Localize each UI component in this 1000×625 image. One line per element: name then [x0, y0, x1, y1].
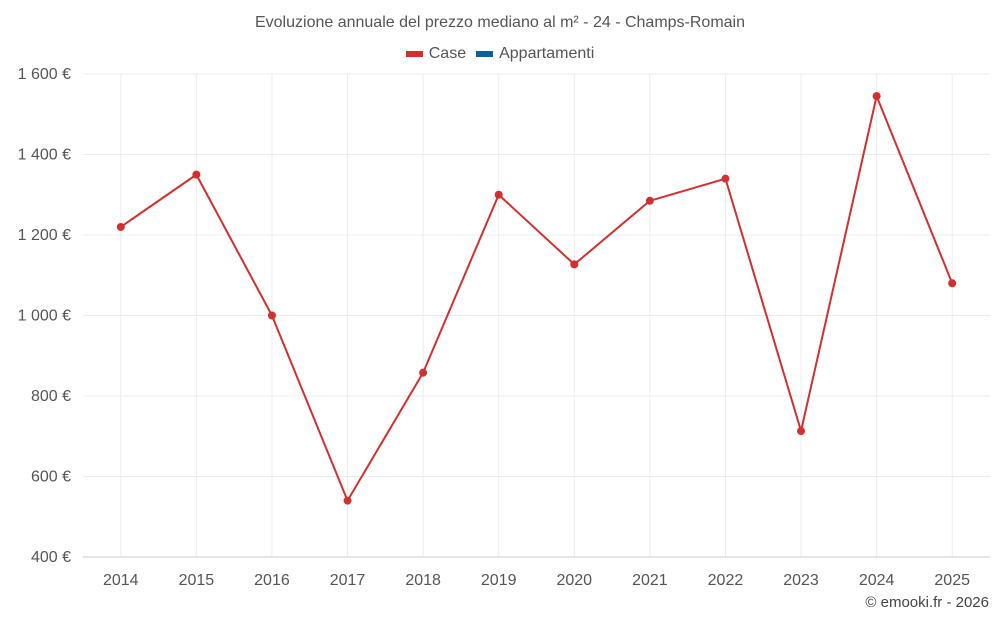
legend: Case Appartamenti: [0, 45, 1000, 63]
x-tick-label: 2024: [859, 572, 895, 589]
y-tick-label: 600 €: [31, 469, 71, 486]
legend-label-appartamenti: Appartamenti: [499, 45, 595, 62]
x-tick-label: 2022: [708, 572, 744, 589]
x-tick-label: 2023: [783, 572, 819, 589]
legend-swatch-appartamenti: [476, 51, 494, 57]
data-point-2015[interactable]: [192, 170, 201, 179]
y-tick-label: 400 €: [31, 549, 71, 566]
data-point-2017[interactable]: [343, 496, 352, 505]
data-point-2018[interactable]: [419, 368, 428, 377]
copyright-notice: © emooki.fr - 2026: [865, 594, 989, 611]
x-tick-label: 2017: [330, 572, 366, 589]
data-point-2022[interactable]: [721, 174, 730, 183]
x-tick-label: 2019: [481, 572, 517, 589]
data-point-2016[interactable]: [267, 311, 276, 320]
y-tick-label: 1 000 €: [18, 308, 71, 325]
y-tick-label: 1 600 €: [18, 66, 71, 83]
x-tick-label: 2020: [556, 572, 592, 589]
y-tick-label: 800 €: [31, 388, 71, 405]
legend-swatch-case: [405, 51, 423, 57]
legend-item-case[interactable]: Case: [405, 45, 467, 63]
y-tick-label: 1 400 €: [18, 147, 71, 164]
series-line-case: [120, 95, 954, 502]
x-tick-label: 2015: [179, 572, 215, 589]
data-point-2014[interactable]: [116, 222, 125, 231]
x-tick-label: 2025: [934, 572, 970, 589]
legend-item-appartamenti[interactable]: Appartamenti: [476, 45, 594, 63]
y-tick-label: 1 200 €: [18, 227, 71, 244]
data-point-2024[interactable]: [872, 92, 881, 101]
data-point-2023[interactable]: [797, 427, 806, 436]
legend-label-case: Case: [428, 45, 467, 62]
x-tick-label: 2016: [254, 572, 290, 589]
chart-title: Evoluzione annuale del prezzo mediano al…: [254, 14, 746, 31]
data-point-2025[interactable]: [948, 279, 957, 288]
data-point-2021[interactable]: [645, 196, 654, 205]
x-tick-label: 2014: [103, 572, 139, 589]
data-point-2020[interactable]: [570, 260, 579, 269]
x-tick-label: 2018: [405, 572, 441, 589]
data-point-2019[interactable]: [494, 190, 503, 199]
x-tick-label: 2021: [632, 572, 668, 589]
